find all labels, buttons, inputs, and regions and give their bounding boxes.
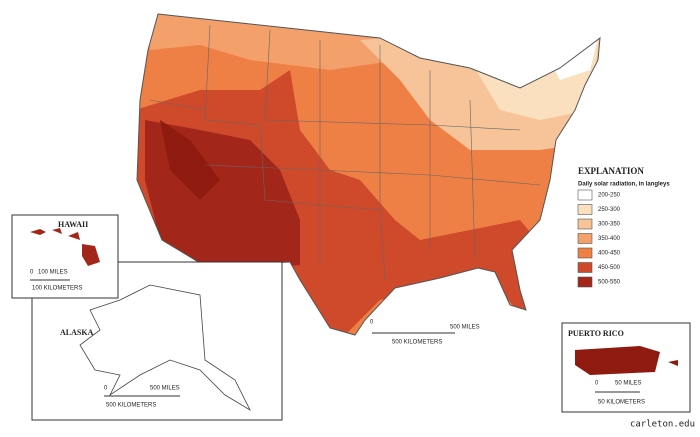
legend-swatch [577,189,593,201]
scale-zero: 0 [370,320,374,326]
legend-swatch [577,204,593,215]
hawaii-label: HAWAII [58,220,88,229]
state-lines [149,24,541,281]
scale-miles: 500 MILES [450,325,480,331]
legend-swatch [577,262,593,273]
legend-label: 300-350 [598,222,621,228]
explanation: EXPLANATION Daily solar radiation, in la… [578,166,670,188]
scale-miles: 100 MILES [38,270,68,276]
legend-swatch [577,276,593,288]
scale-zero: 0 [595,381,599,387]
alaska-label: ALASKA [60,328,94,337]
legend-label: 450-500 [598,265,621,271]
scale-km: 50 KILOMETERS [598,400,645,406]
hawaii-islands [30,228,100,266]
legend-swatch [577,233,593,244]
legend-swatch [577,247,593,259]
scale-km: 500 KILOMETERS [392,340,442,346]
scale-miles: 500 MILES [150,386,180,392]
scale-zero: 0 [30,270,34,276]
alaska-outline [79,284,251,412]
credit: carleton.edu [630,420,695,430]
scale-miles: 50 MILES [615,381,641,387]
puerto-rico-island [575,346,678,375]
legend-label: 200-250 [598,193,621,199]
legend-swatch [577,218,593,230]
scale-km: 100 KILOMETERS [32,286,82,292]
puerto-rico-label: PUERTO RICO [568,329,624,338]
legend-label: 350-400 [598,236,621,242]
legend-subtitle: Daily solar radiation, in langleys [578,182,670,188]
scale-km: 500 KILOMETERS [106,403,156,409]
legend-title: EXPLANATION [578,166,644,176]
scale-zero: 0 [104,386,108,392]
legend-label: 400-450 [598,251,621,257]
legend-label: 250-300 [598,207,621,213]
legend-items: 200-250 250-300 300-350 350-400 400-450 450-5… [577,189,621,288]
legend-label: 500-550 [598,280,621,286]
